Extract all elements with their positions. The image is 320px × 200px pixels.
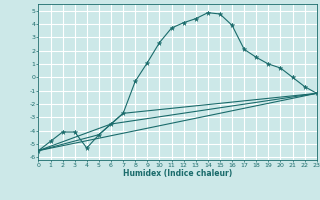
X-axis label: Humidex (Indice chaleur): Humidex (Indice chaleur) [123, 169, 232, 178]
